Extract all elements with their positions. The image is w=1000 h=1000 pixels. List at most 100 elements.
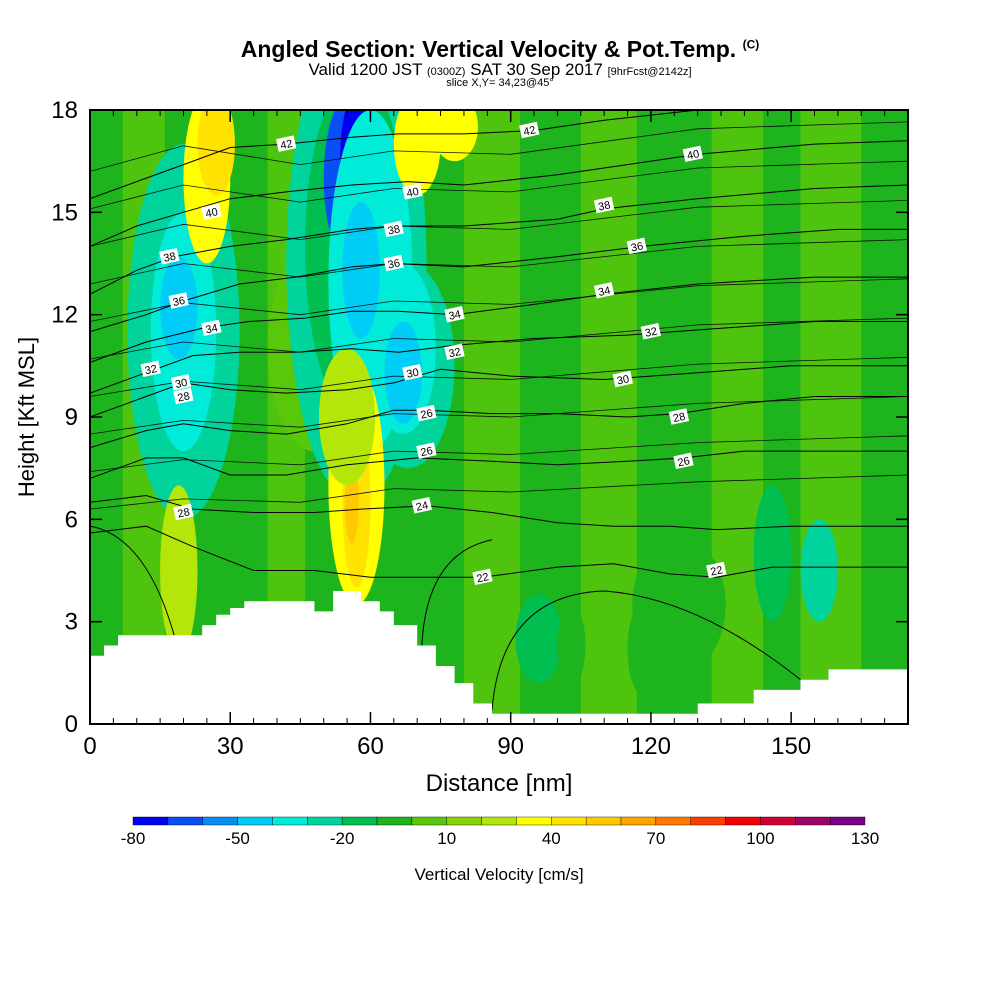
y-tick-label: 9 [65, 404, 78, 431]
y-axis-label: Height [Kft MSL] [14, 337, 39, 497]
isentrope-line [421, 539, 493, 646]
colorbar: -80 -50 -20 10 40 70 100 130 [121, 816, 879, 848]
velocity-cell [800, 519, 838, 622]
colorbar-swatch [411, 816, 447, 826]
chart-title: Angled Section: Vertical Velocity & Pot.… [240, 36, 760, 62]
contour-label: 26 [673, 452, 694, 469]
colorbar-swatch [167, 816, 203, 826]
colorbar-swatch [551, 816, 587, 826]
x-tick-label: 60 [357, 733, 384, 760]
svg-text:34: 34 [448, 309, 462, 323]
velocity-cell [384, 321, 422, 424]
svg-text:36: 36 [630, 240, 644, 254]
svg-text:28: 28 [672, 411, 686, 425]
svg-text:28: 28 [176, 506, 190, 520]
x-tick-label: 0 [83, 733, 96, 760]
contour-label: 42 [276, 135, 297, 152]
contour-label: 32 [140, 360, 161, 377]
chart-subtitle: Valid 1200 JST (0300Z) SAT 30 Sep 2017 [… [308, 60, 692, 79]
contour-label: 36 [383, 254, 404, 272]
contour-label: 30 [402, 363, 423, 381]
terrain [90, 591, 908, 724]
colorbar-swatch [725, 816, 761, 826]
velocity-cell [393, 110, 441, 196]
isentrope-line [90, 317, 908, 360]
svg-text:28: 28 [176, 390, 190, 404]
svg-text:36: 36 [172, 295, 186, 309]
isentrope-line [90, 110, 698, 200]
svg-text:26: 26 [419, 445, 433, 459]
y-tick-label: 3 [65, 609, 78, 636]
svg-text:32: 32 [448, 346, 462, 360]
velocity-field [90, 110, 908, 724]
colorbar-swatch [481, 816, 517, 826]
contour-label: 36 [626, 237, 647, 255]
contour-label: 38 [159, 247, 180, 265]
colorbar-tick-label: -80 [121, 829, 146, 848]
isentrope-line [90, 276, 908, 363]
velocity-cell [557, 604, 586, 687]
contour-label: 26 [416, 404, 437, 422]
svg-text:38: 38 [387, 223, 401, 237]
contour-label: 28 [173, 503, 194, 521]
y-tick-label: 0 [65, 711, 78, 738]
contour-label: 34 [444, 305, 465, 323]
colorbar-tick-label: 130 [851, 829, 879, 848]
contour-label: 36 [168, 292, 189, 309]
svg-text:32: 32 [644, 326, 658, 340]
x-tick-label: 120 [631, 733, 671, 760]
svg-text:22: 22 [709, 564, 723, 578]
isentrope-line [90, 321, 908, 394]
y-tick-label: 18 [51, 97, 78, 124]
isentrope-line [90, 160, 908, 210]
colorbar-swatch [237, 816, 273, 826]
contour-label: 34 [201, 319, 222, 336]
contour-label: 38 [383, 220, 404, 238]
svg-text:32: 32 [144, 363, 158, 377]
velocity-cell [431, 110, 478, 162]
contour-label: 34 [593, 282, 615, 299]
velocity-band [800, 110, 862, 724]
contour-label: 40 [201, 203, 222, 220]
svg-text:40: 40 [405, 186, 419, 200]
svg-text:22: 22 [476, 571, 490, 585]
colorbar-swatch [655, 816, 691, 826]
colorbar-swatch [307, 816, 343, 826]
isentrope-line [90, 525, 175, 636]
svg-text:34: 34 [597, 285, 611, 299]
colorbar-swatch [516, 816, 552, 826]
contour-label: 30 [612, 370, 633, 388]
velocity-cell [632, 536, 726, 673]
velocity-cell [753, 485, 792, 622]
isentrope-line [90, 435, 908, 472]
x-axis-label: Distance [nm] [426, 770, 573, 797]
contour-label: 32 [640, 322, 661, 340]
svg-text:26: 26 [677, 455, 691, 469]
contour-label: 30 [170, 374, 192, 391]
terrain-mask [90, 591, 908, 724]
colorbar-tick-label: 100 [746, 829, 774, 848]
svg-text:36: 36 [387, 257, 401, 271]
x-tick-label: 90 [497, 733, 524, 760]
svg-text:30: 30 [405, 367, 419, 381]
svg-text:42: 42 [279, 138, 293, 152]
svg-text:42: 42 [522, 124, 536, 138]
contour-label: 28 [668, 408, 690, 425]
svg-text:30: 30 [174, 377, 188, 391]
svg-text:24: 24 [415, 500, 429, 514]
colorbar-swatch [760, 816, 796, 826]
svg-text:26: 26 [419, 407, 433, 421]
svg-text:34: 34 [204, 322, 218, 336]
contour-label: 42 [519, 121, 540, 139]
contour-label: 22 [706, 561, 727, 579]
colorbar-swatch [202, 816, 238, 826]
x-tick-label: 30 [217, 733, 244, 760]
velocity-cell [197, 110, 235, 196]
isentrope-line [90, 450, 908, 479]
colorbar-swatch [341, 816, 378, 826]
isentrope-line [491, 590, 801, 711]
colorbar-tick-label: 70 [646, 829, 665, 848]
contour-label: 40 [402, 183, 423, 200]
